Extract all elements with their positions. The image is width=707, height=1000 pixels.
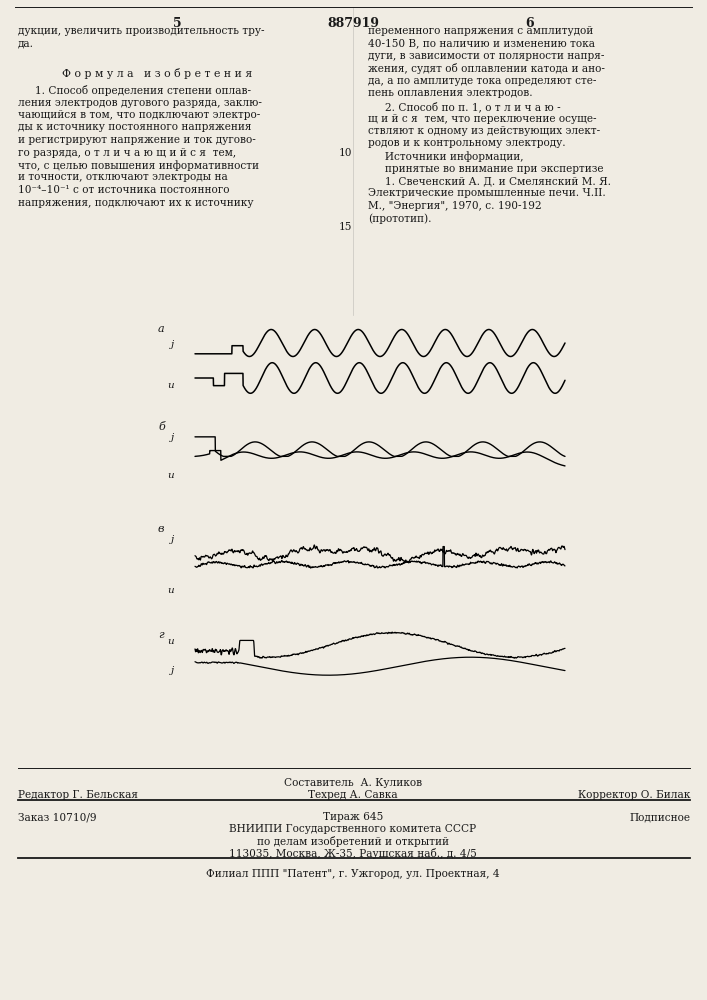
Text: Электрические промышленные печи. Ч.II.: Электрические промышленные печи. Ч.II. [368, 188, 606, 198]
Text: родов и к контрольному электроду.: родов и к контрольному электроду. [368, 138, 566, 148]
Text: 15: 15 [339, 222, 352, 232]
Text: дуги, в зависимости от полярности напря-: дуги, в зависимости от полярности напря- [368, 51, 604, 61]
Text: 6: 6 [526, 17, 534, 30]
Text: в: в [158, 524, 165, 534]
Text: ВНИИПИ Государственного комитета СССР: ВНИИПИ Государственного комитета СССР [230, 824, 477, 834]
Text: дукции, увеличить производительность тру-: дукции, увеличить производительность тру… [18, 26, 264, 36]
Text: j: j [171, 535, 174, 544]
Text: Тираж 645: Тираж 645 [323, 812, 383, 822]
Text: Филиал ППП "Патент", г. Ужгород, ул. Проектная, 4: Филиал ППП "Патент", г. Ужгород, ул. Про… [206, 869, 500, 879]
Text: 5: 5 [173, 17, 181, 30]
Text: принятые во внимание при экспертизе: принятые во внимание при экспертизе [368, 163, 604, 174]
Text: ления электродов дугового разряда, заклю-: ления электродов дугового разряда, заклю… [18, 98, 262, 107]
Text: и точности, отключают электроды на: и точности, отключают электроды на [18, 172, 228, 182]
Text: 2. Способ по п. 1, о т л и ч а ю -: 2. Способ по п. 1, о т л и ч а ю - [368, 101, 561, 112]
Text: 1. Способ определения степени оплав-: 1. Способ определения степени оплав- [18, 85, 251, 96]
Text: (прототип).: (прототип). [368, 214, 431, 224]
Text: переменного напряжения с амплитудой: переменного напряжения с амплитудой [368, 26, 593, 36]
Text: и регистрируют напряжение и ток дугово-: и регистрируют напряжение и ток дугово- [18, 135, 256, 145]
Text: да.: да. [18, 38, 34, 48]
Text: Ф о р м у л а   и з о б р е т е н и я: Ф о р м у л а и з о б р е т е н и я [62, 68, 252, 79]
Text: 113035, Москва, Ж-35, Раушская наб., д. 4/5: 113035, Москва, Ж-35, Раушская наб., д. … [229, 848, 477, 859]
Text: Источники информации,: Источники информации, [368, 151, 523, 162]
Text: го разряда, о т л и ч а ю щ и й с я  тем,: го разряда, о т л и ч а ю щ и й с я тем, [18, 147, 236, 157]
Text: 10: 10 [339, 148, 353, 158]
Text: 887919: 887919 [327, 17, 379, 30]
Text: пень оплавления электродов.: пень оплавления электродов. [368, 89, 532, 99]
Text: да, а по амплитуде тока определяют сте-: да, а по амплитуде тока определяют сте- [368, 76, 597, 86]
Text: ды к источнику постоянного напряжения: ды к источнику постоянного напряжения [18, 122, 252, 132]
Text: а: а [158, 324, 165, 334]
Text: ствляют к одному из действующих элект-: ствляют к одному из действующих элект- [368, 126, 600, 136]
Text: Корректор О. Билак: Корректор О. Билак [578, 790, 690, 800]
Text: j: j [171, 433, 174, 442]
Text: г: г [158, 630, 163, 640]
Text: 40-150 В, по наличию и изменению тока: 40-150 В, по наличию и изменению тока [368, 38, 595, 48]
Text: напряжения, подключают их к источнику: напряжения, подключают их к источнику [18, 198, 254, 208]
Text: 10⁻⁴–10⁻¹ с от источника постоянного: 10⁻⁴–10⁻¹ с от источника постоянного [18, 185, 230, 195]
Text: u: u [168, 381, 174, 390]
Text: Техред А. Савка: Техред А. Савка [308, 790, 398, 800]
Text: Подписное: Подписное [629, 812, 690, 822]
Text: что, с целью повышения информативности: что, с целью повышения информативности [18, 160, 259, 171]
Text: j: j [171, 340, 174, 349]
Text: б: б [158, 422, 165, 432]
Text: щ и й с я  тем, что переключение осуще-: щ и й с я тем, что переключение осуще- [368, 113, 597, 123]
Text: u: u [168, 637, 174, 646]
Text: u: u [168, 471, 174, 480]
Text: чающийся в том, что подключают электро-: чающийся в том, что подключают электро- [18, 110, 260, 120]
Text: Редактор Г. Бельская: Редактор Г. Бельская [18, 790, 138, 800]
Text: Составитель  А. Куликов: Составитель А. Куликов [284, 778, 422, 788]
Text: по делам изобретений и открытий: по делам изобретений и открытий [257, 836, 449, 847]
Text: жения, судят об оплавлении катода и ано-: жения, судят об оплавлении катода и ано- [368, 64, 605, 75]
Text: j: j [171, 666, 174, 675]
Text: u: u [168, 586, 174, 595]
Text: М., "Энергия", 1970, с. 190-192: М., "Энергия", 1970, с. 190-192 [368, 201, 542, 211]
Text: Заказ 10710/9: Заказ 10710/9 [18, 812, 96, 822]
Text: 1. Свеченский А. Д. и Смелянский М. Я.: 1. Свеченский А. Д. и Смелянский М. Я. [368, 176, 611, 186]
